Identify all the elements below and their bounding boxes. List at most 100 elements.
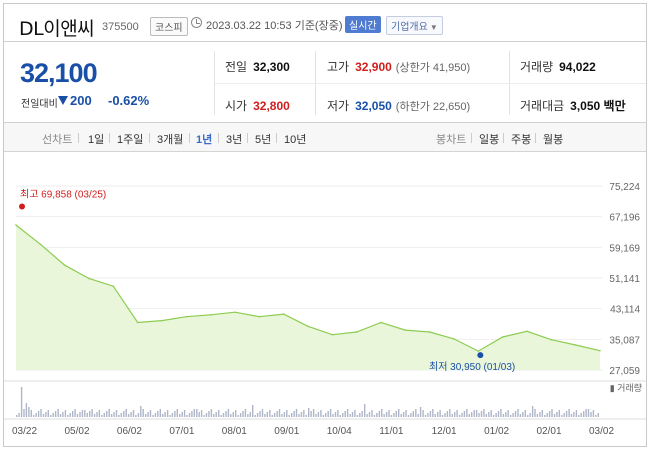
volume-bar <box>334 412 337 417</box>
period-3y[interactable]: 3년 <box>226 134 243 146</box>
volume-bar <box>570 414 573 417</box>
y-tick-label: 43,114 <box>610 305 640 316</box>
period-1d[interactable]: 1일 <box>88 134 105 146</box>
volume-bar <box>592 410 595 417</box>
volume-bar <box>227 409 230 417</box>
volume-bar <box>531 406 534 417</box>
y-tick-label: 75,224 <box>609 182 640 193</box>
open-cell: 시가 32,800 <box>225 97 290 114</box>
divider <box>535 133 536 143</box>
price-point <box>526 330 528 333</box>
volume-bar <box>91 409 93 417</box>
quote-summary: 32,100 전일대비 200 -0.62% 전일 32,300 고가 32,900… <box>4 43 646 123</box>
period-10y[interactable]: 10년 <box>284 134 307 146</box>
high-label: 최고 69,858 (03/25) <box>20 188 106 200</box>
volume-bar <box>439 410 441 417</box>
volume-bar <box>256 413 259 417</box>
volume-bar <box>522 412 524 417</box>
volume-bar <box>364 404 366 417</box>
realtime-button[interactable]: 실시간 <box>345 16 381 33</box>
high-marker <box>19 203 25 210</box>
period-5y[interactable]: 5년 <box>255 134 272 146</box>
volume-bar <box>541 410 543 417</box>
volume-bar <box>417 414 419 417</box>
volume-bar <box>383 414 385 417</box>
volume-bar <box>176 409 178 417</box>
volume-bar <box>81 410 84 417</box>
volume-bar <box>115 410 118 417</box>
down-arrow-icon <box>58 96 68 105</box>
volume-bar <box>242 411 244 417</box>
volume-bar <box>483 409 485 417</box>
candle-weekly[interactable]: 주봉 <box>511 134 532 146</box>
volume-bar <box>381 409 383 417</box>
volume-bar <box>62 412 64 417</box>
volume-bar <box>485 414 487 417</box>
divider <box>503 133 504 143</box>
volume-bar <box>466 409 468 417</box>
price-point <box>501 336 504 338</box>
volume-bar <box>368 412 371 417</box>
current-price: 32,100 <box>20 58 98 88</box>
volume-bar <box>373 415 376 417</box>
divider <box>109 133 110 143</box>
volume-bar <box>556 412 558 417</box>
volume-bar <box>551 409 553 417</box>
stock-name[interactable]: DL이앤씨 <box>19 18 95 40</box>
volume-bar <box>356 415 359 417</box>
x-tick-label: 09/01 <box>274 426 299 437</box>
volume-bar <box>308 408 310 417</box>
volume-bar <box>303 410 305 417</box>
volume-bar <box>23 409 25 417</box>
low-marker <box>477 352 484 359</box>
candle-monthly[interactable]: 월봉 <box>543 134 564 146</box>
candle-daily[interactable]: 일봉 <box>479 134 500 146</box>
period-1y[interactable]: 1년 <box>196 134 213 146</box>
volume-bar <box>415 409 417 417</box>
divider <box>149 133 150 143</box>
volume-bar <box>113 412 115 417</box>
volume-bar <box>524 410 526 417</box>
period-1w[interactable]: 1주일 <box>117 134 144 146</box>
volume-bar <box>179 414 181 417</box>
divider <box>189 133 190 143</box>
volume-bar <box>162 414 164 417</box>
volume-bar <box>37 411 40 417</box>
price-point <box>282 313 285 315</box>
volume-bar <box>312 409 315 417</box>
period-3m[interactable]: 3개월 <box>157 134 184 146</box>
prev-compare-label: 전일대비 <box>21 99 58 110</box>
volume-bar <box>157 411 159 417</box>
volume-bar <box>510 415 512 417</box>
volume-bar <box>145 414 147 417</box>
volume-bar <box>84 410 86 417</box>
volume-bar <box>449 409 451 417</box>
volume-bar <box>247 414 249 417</box>
price-point <box>209 314 212 316</box>
volume-bar <box>130 412 132 417</box>
volume-bar <box>196 409 198 417</box>
volume-bar <box>183 410 186 417</box>
clock-icon <box>191 17 202 28</box>
x-tick-label: 08/01 <box>222 426 247 437</box>
volume-bar <box>502 414 505 417</box>
price-point <box>428 331 431 333</box>
company-overview-dropdown[interactable]: 기업개요 ▼ <box>386 16 443 35</box>
volume-bar <box>200 410 203 417</box>
volume-bar <box>286 410 288 417</box>
price-chart[interactable]: 75,224 67,196 59,169 51,141 43,114 35,087 27,0… <box>4 153 646 446</box>
y-tick-label: 59,169 <box>609 243 640 254</box>
volume-bar <box>561 415 563 417</box>
volume-bar <box>288 415 290 417</box>
volume-bar <box>291 413 293 417</box>
volume-bar <box>244 409 247 417</box>
volume-bar <box>40 409 42 417</box>
volume-bar <box>300 412 303 417</box>
volume-bar <box>488 412 490 417</box>
volume-bar <box>86 413 88 417</box>
volume-bar <box>93 414 96 417</box>
volume-bar <box>266 412 268 417</box>
volume-bar <box>273 413 276 417</box>
y-tick-label: 35,087 <box>609 335 640 346</box>
price-area <box>16 225 600 370</box>
